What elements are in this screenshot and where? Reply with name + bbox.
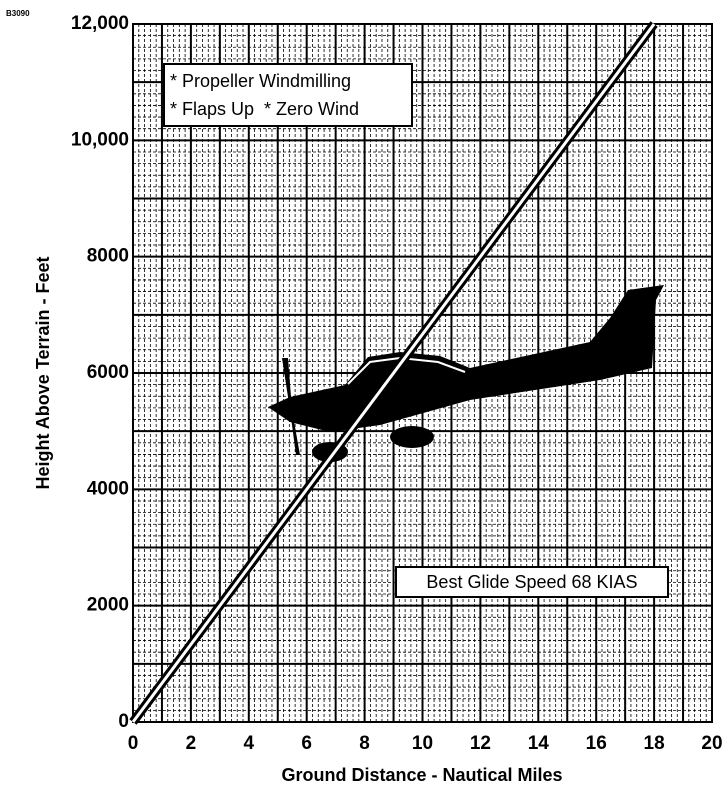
x-axis-label: Ground Distance - Nautical Miles [281,765,562,785]
y-tick-label: 6000 [87,362,129,383]
x-tick-label: 16 [586,733,607,754]
annotation: Best Glide Speed 68 KIAS [426,572,637,592]
x-tick-label: 4 [244,733,255,754]
annotation: * Flaps Up * Zero Wind [170,99,359,119]
y-tick-label: 12,000 [71,13,129,34]
x-tick-label: 12 [470,733,491,754]
x-tick-label: 10 [412,733,433,754]
x-tick-label: 0 [128,733,139,754]
x-tick-label: 8 [359,733,370,754]
annotation: * Propeller Windmilling [170,71,351,91]
x-tick-label: 18 [644,733,665,754]
y-axis-label: Height Above Terrain - Feet [33,256,53,489]
y-tick-label: 2000 [87,595,129,616]
y-tick-label: 10,000 [71,129,129,150]
x-tick-label: 20 [701,733,722,754]
y-tick-label: 4000 [87,478,129,499]
x-tick-label: 14 [528,733,550,754]
x-tick-label: 2 [186,733,197,754]
y-tick-label: 0 [118,711,129,732]
figure-id: B3090 [6,9,30,18]
x-tick-label: 6 [301,733,312,754]
chart: B3090 * Propeller Windmilling * Flaps Up… [0,0,727,788]
y-tick-label: 8000 [87,246,129,267]
page: B3090 * Propeller Windmilling * Flaps Up… [0,0,727,788]
